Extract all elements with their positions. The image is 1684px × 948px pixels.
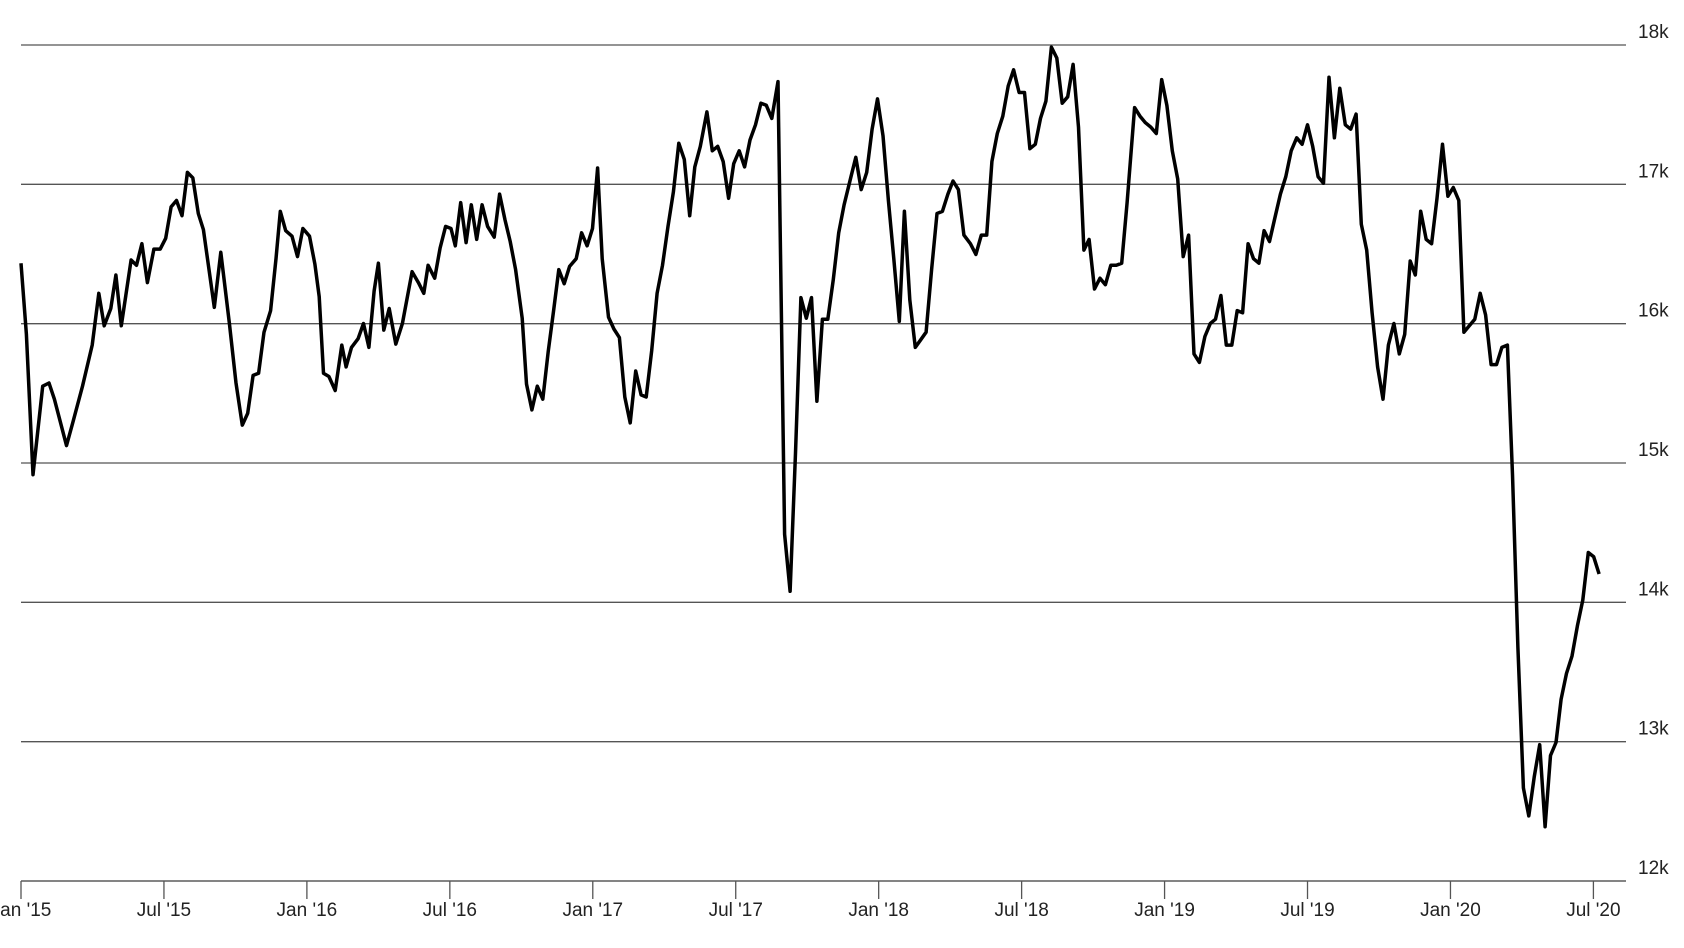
x-tick-label: Jul '17 [709, 900, 763, 921]
y-tick-label: 13k [1638, 719, 1669, 740]
x-tick-label: Jan '19 [1134, 900, 1195, 921]
y-tick-label: 15k [1638, 440, 1669, 461]
x-tick-label: Jan '16 [277, 900, 338, 921]
x-tick-label: Jan '18 [848, 900, 909, 921]
y-tick-label: 14k [1638, 579, 1669, 600]
x-tick-label: Jul '18 [994, 900, 1048, 921]
x-tick-label: Jan '15 [0, 900, 51, 921]
y-tick-label: 12k [1638, 858, 1669, 879]
x-tick-label: Jan '20 [1420, 900, 1481, 921]
x-tick-label: Jul '20 [1566, 900, 1620, 921]
x-tick-label: Jul '19 [1280, 900, 1334, 921]
data-line [19, 45, 1601, 829]
y-tick-label: 16k [1638, 301, 1669, 322]
y-tick-label: 17k [1638, 161, 1669, 182]
x-tick-label: Jul '16 [423, 900, 477, 921]
x-tick-label: Jul '15 [137, 900, 191, 921]
x-tick-label: Jan '17 [562, 900, 623, 921]
y-tick-label: 18k [1638, 22, 1669, 43]
